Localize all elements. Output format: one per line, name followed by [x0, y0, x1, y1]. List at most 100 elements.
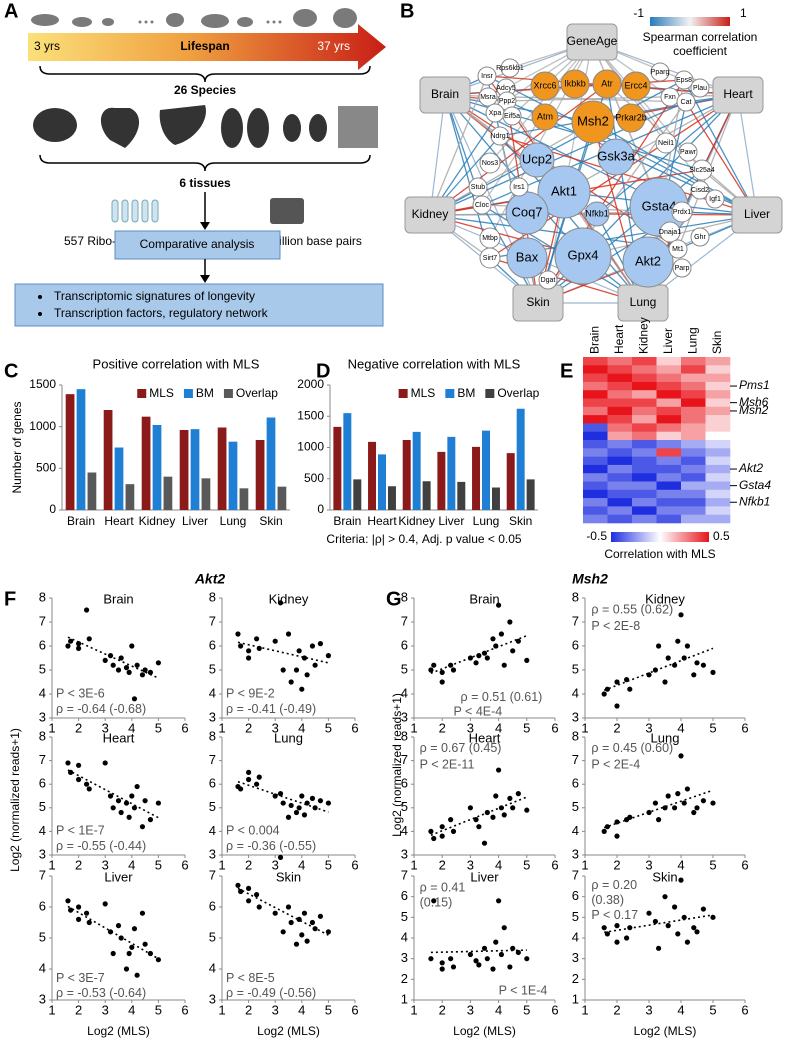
bar	[228, 441, 238, 510]
point	[515, 638, 521, 644]
gene-node	[479, 247, 501, 269]
node-label: Msh2	[577, 113, 609, 128]
annotation: P < 8E-5	[226, 971, 275, 985]
heatmap-cell	[583, 381, 608, 391]
gene-node	[622, 236, 674, 288]
point	[624, 677, 630, 683]
gene-node	[538, 270, 558, 290]
gene-node	[519, 142, 555, 178]
point	[675, 791, 681, 797]
point	[448, 662, 454, 668]
bar	[343, 413, 352, 510]
point	[115, 798, 122, 804]
point	[681, 655, 687, 661]
y-tick-label: 4	[209, 823, 216, 838]
x-tick-label: 3	[645, 1002, 652, 1017]
x-tick-label: 1	[410, 857, 417, 872]
bullet	[38, 312, 42, 316]
heatmap-cell	[705, 381, 731, 391]
point	[83, 910, 90, 916]
heatmap-cell	[705, 390, 731, 399]
y-tick-label: 4	[572, 929, 579, 944]
x-axis-label: Log2 (MLS)	[634, 1024, 697, 1038]
x-tick-label: 6	[551, 857, 558, 872]
node-label: Irs1	[513, 184, 525, 191]
point	[235, 631, 241, 637]
point	[317, 913, 324, 919]
point	[246, 885, 252, 892]
gene-title: Akt2	[194, 571, 226, 587]
point	[129, 944, 135, 950]
y-tick-label: 7	[572, 752, 579, 767]
point	[142, 798, 148, 804]
panel-label: E	[560, 360, 573, 382]
colorbar-tick: 1	[740, 6, 747, 20]
heatmap-cell	[583, 373, 608, 383]
point	[493, 939, 499, 945]
x-tick-label: 3	[645, 857, 652, 872]
heatmap-cell	[681, 357, 706, 366]
bar	[65, 394, 75, 510]
node-label: Parp	[675, 265, 690, 272]
point	[627, 925, 633, 931]
x-tick-label: 4	[677, 857, 684, 872]
point	[614, 833, 620, 839]
y-tick-label: 5	[209, 799, 216, 814]
heatmap-cell	[607, 506, 633, 515]
point	[694, 660, 700, 666]
point	[507, 619, 513, 625]
gene-node	[616, 103, 646, 133]
heatmap-cell	[705, 448, 731, 457]
trend-line	[603, 647, 714, 692]
point	[131, 696, 138, 702]
column-label: Heart	[612, 324, 626, 354]
legend-swatch	[485, 389, 495, 398]
heatmap-cell	[583, 481, 608, 491]
x-tick-label: 6	[741, 1002, 748, 1017]
point	[65, 898, 71, 904]
trend-line	[67, 769, 159, 819]
node-label: Dgat	[541, 277, 556, 284]
heatmap-cell	[583, 357, 608, 366]
point	[700, 906, 707, 912]
y-tick-label: 3	[401, 950, 408, 965]
point	[678, 612, 684, 618]
point	[76, 762, 82, 768]
point	[700, 662, 707, 668]
row-label: Nfkb1	[739, 494, 770, 508]
point	[115, 667, 122, 673]
point	[304, 672, 310, 678]
gene-node	[621, 71, 651, 101]
x-tick-label: 6	[551, 1002, 558, 1017]
point	[496, 602, 502, 608]
heatmap-cell	[632, 489, 657, 499]
heatmap-cell	[656, 464, 682, 474]
node-label: Plau	[693, 85, 707, 92]
heatmap-cell	[583, 506, 608, 515]
point	[507, 795, 513, 801]
point	[439, 833, 445, 839]
panel-label: B	[400, 0, 414, 22]
node-label: Ucp2	[522, 151, 552, 166]
point	[662, 805, 668, 811]
point	[107, 929, 114, 935]
annotation: P < 1E-7	[56, 824, 105, 838]
x-axis-label: Log2 (MLS)	[87, 1024, 150, 1038]
point	[142, 667, 148, 673]
x-tick-label: 5	[155, 857, 162, 872]
point	[481, 650, 488, 656]
y-tick-label: 6	[39, 898, 46, 913]
heatmap-cell	[583, 464, 608, 474]
gene-node	[597, 138, 635, 176]
y-tick-label: 3	[572, 709, 579, 724]
point	[293, 941, 300, 947]
bar	[87, 472, 97, 510]
legend-label: MLS	[149, 386, 174, 400]
point	[476, 824, 482, 830]
heatmap-cell	[656, 423, 682, 432]
y-tick-label: 3	[401, 846, 408, 861]
y-tick-label: 3	[39, 991, 46, 1006]
point	[694, 929, 700, 935]
x-tick-label: 4	[298, 1002, 305, 1017]
